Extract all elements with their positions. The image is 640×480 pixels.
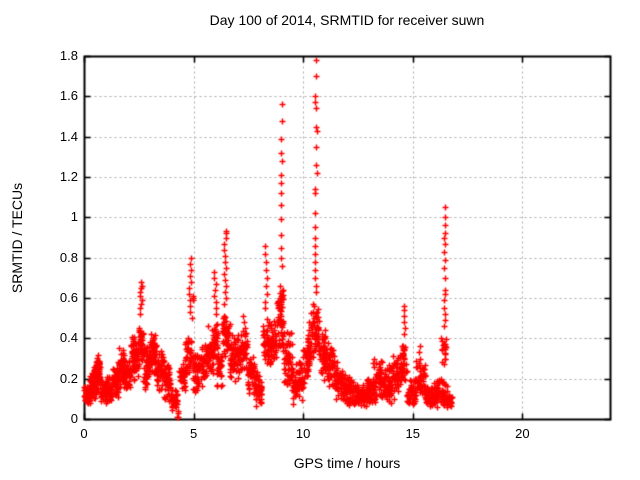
y-axis-label: SRMTID / TECUs: [9, 182, 25, 294]
chart-title: Day 100 of 2014, SRMTID for receiver suw…: [209, 12, 485, 28]
x-axis-label: GPS time / hours: [293, 455, 401, 471]
x-tick-label: 5: [189, 426, 198, 441]
y-tick-label: 1.2: [59, 169, 78, 184]
y-tick-label: 1.4: [59, 128, 78, 144]
y-tick-label: 0.2: [59, 370, 78, 386]
y-tick-label: 1: [70, 209, 78, 225]
y-tick-label: 0.6: [59, 290, 78, 305]
x-tick-label: 10: [295, 426, 311, 441]
y-tick-label: 0: [70, 411, 78, 426]
y-tick-label: 0.4: [59, 330, 78, 346]
x-tick-label: 20: [515, 426, 530, 441]
x-tick-label: 0: [80, 426, 88, 441]
y-tick-label: 1.6: [59, 88, 78, 104]
x-tick-label: 15: [405, 426, 420, 441]
y-tick-label: 1.8: [59, 48, 78, 63]
y-tick-label: 0.8: [59, 249, 78, 265]
